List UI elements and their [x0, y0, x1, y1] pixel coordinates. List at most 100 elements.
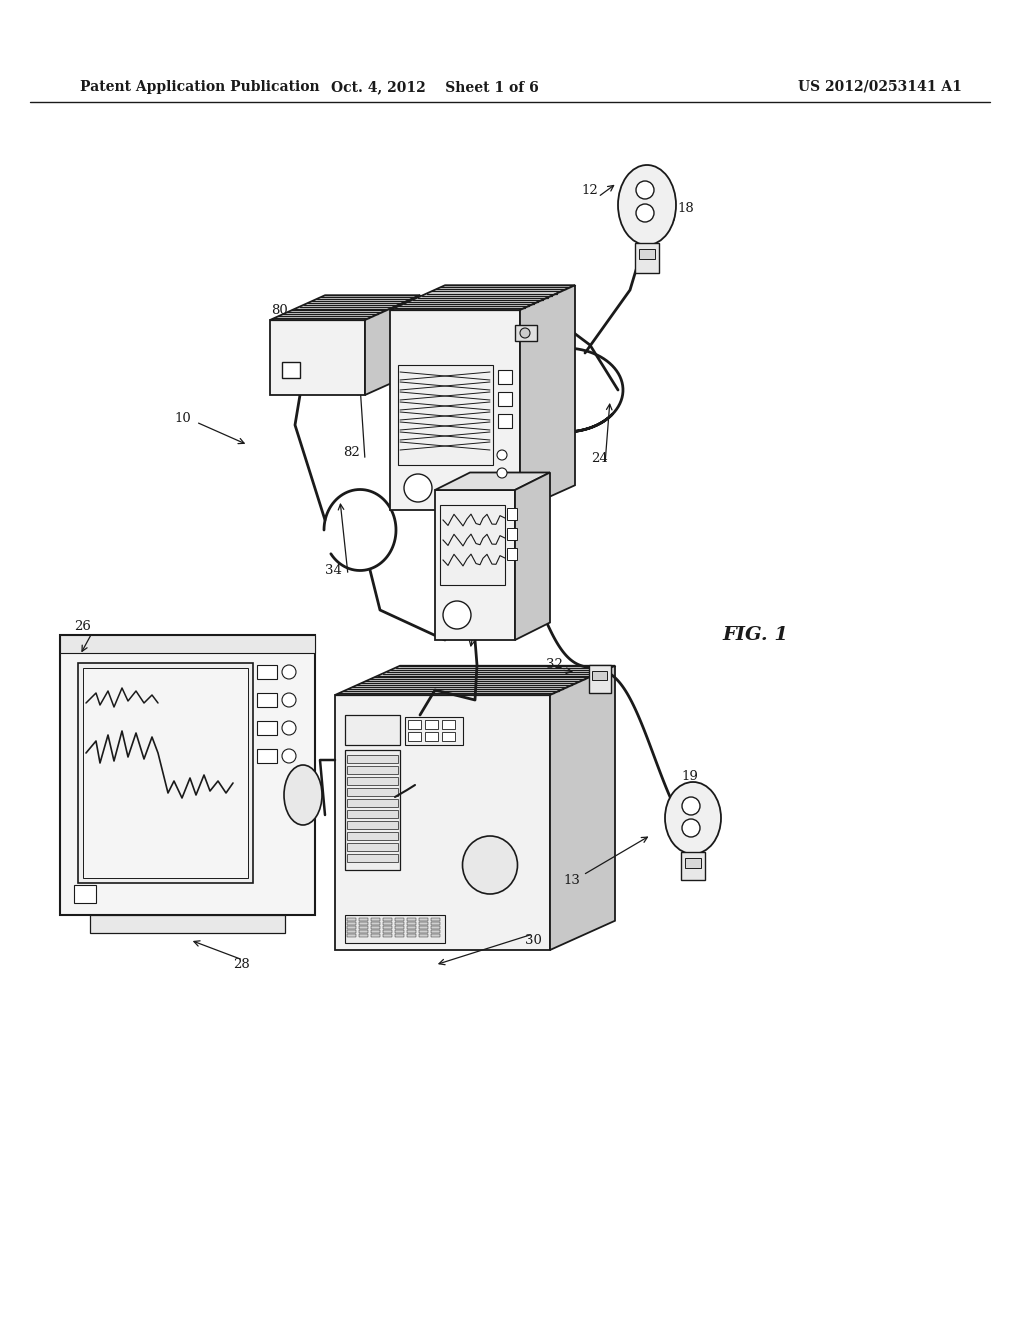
Bar: [507, 508, 517, 520]
Bar: [419, 927, 428, 929]
Text: 32: 32: [546, 659, 562, 672]
Bar: [383, 927, 392, 929]
Polygon shape: [335, 696, 550, 950]
Text: 28: 28: [233, 958, 251, 972]
Text: 24: 24: [592, 451, 608, 465]
Bar: [359, 917, 368, 921]
Bar: [635, 243, 659, 273]
Text: 82: 82: [344, 446, 360, 458]
Bar: [408, 719, 421, 729]
Bar: [383, 921, 392, 925]
Bar: [431, 917, 440, 921]
Circle shape: [282, 665, 296, 678]
Bar: [74, 884, 96, 903]
Bar: [407, 917, 416, 921]
Text: 34: 34: [325, 564, 341, 577]
Bar: [589, 665, 611, 693]
Ellipse shape: [618, 165, 676, 246]
Bar: [347, 917, 356, 921]
Polygon shape: [550, 665, 615, 950]
Bar: [407, 935, 416, 937]
Bar: [419, 917, 428, 921]
Bar: [347, 935, 356, 937]
Text: FIG. 1: FIG. 1: [722, 626, 788, 644]
Polygon shape: [435, 473, 550, 490]
Bar: [408, 733, 421, 741]
Bar: [442, 719, 455, 729]
Bar: [383, 935, 392, 937]
Bar: [371, 935, 380, 937]
Bar: [371, 917, 380, 921]
Bar: [425, 733, 438, 741]
Bar: [407, 927, 416, 929]
Bar: [90, 915, 285, 933]
Text: 19: 19: [682, 771, 698, 784]
Text: 18: 18: [678, 202, 694, 214]
Bar: [498, 414, 512, 428]
Bar: [347, 921, 356, 925]
Bar: [406, 717, 463, 744]
Bar: [345, 715, 400, 744]
Circle shape: [282, 693, 296, 708]
Polygon shape: [520, 285, 575, 510]
Polygon shape: [365, 296, 420, 395]
Ellipse shape: [284, 766, 322, 825]
Bar: [395, 917, 404, 921]
Circle shape: [497, 450, 507, 459]
Circle shape: [636, 181, 654, 199]
Polygon shape: [515, 473, 550, 640]
Bar: [498, 370, 512, 384]
Bar: [257, 748, 278, 763]
Bar: [359, 931, 368, 933]
Bar: [440, 506, 505, 585]
Bar: [431, 935, 440, 937]
Bar: [282, 362, 300, 378]
Text: 22: 22: [462, 603, 478, 616]
Circle shape: [682, 797, 700, 814]
Circle shape: [682, 818, 700, 837]
Bar: [347, 821, 398, 829]
Bar: [639, 249, 655, 259]
Bar: [347, 810, 398, 818]
Text: Oct. 4, 2012    Sheet 1 of 6: Oct. 4, 2012 Sheet 1 of 6: [331, 81, 539, 94]
Bar: [395, 921, 404, 925]
Bar: [515, 325, 537, 341]
Bar: [419, 931, 428, 933]
Polygon shape: [390, 285, 575, 310]
Bar: [60, 635, 315, 653]
Bar: [83, 668, 248, 878]
Text: 30: 30: [524, 933, 542, 946]
Circle shape: [404, 474, 432, 502]
Text: 12: 12: [582, 183, 598, 197]
Bar: [395, 931, 404, 933]
Bar: [347, 766, 398, 774]
Bar: [371, 921, 380, 925]
Bar: [383, 931, 392, 933]
Text: 26: 26: [75, 620, 91, 634]
Bar: [347, 931, 356, 933]
Bar: [419, 921, 428, 925]
Text: 14: 14: [432, 342, 449, 355]
Bar: [498, 392, 512, 407]
Bar: [395, 935, 404, 937]
Bar: [347, 854, 398, 862]
Bar: [257, 721, 278, 735]
Bar: [347, 843, 398, 851]
Bar: [383, 917, 392, 921]
Bar: [345, 915, 445, 942]
Bar: [507, 528, 517, 540]
Bar: [425, 719, 438, 729]
Text: 10: 10: [175, 412, 191, 425]
Bar: [442, 733, 455, 741]
Text: 16: 16: [659, 211, 677, 224]
Bar: [398, 366, 493, 465]
Bar: [407, 931, 416, 933]
Bar: [347, 788, 398, 796]
Bar: [419, 935, 428, 937]
Text: 20: 20: [489, 541, 507, 554]
Polygon shape: [435, 490, 515, 640]
Bar: [257, 665, 278, 678]
Circle shape: [443, 601, 471, 630]
Bar: [347, 927, 356, 929]
Bar: [685, 858, 701, 869]
